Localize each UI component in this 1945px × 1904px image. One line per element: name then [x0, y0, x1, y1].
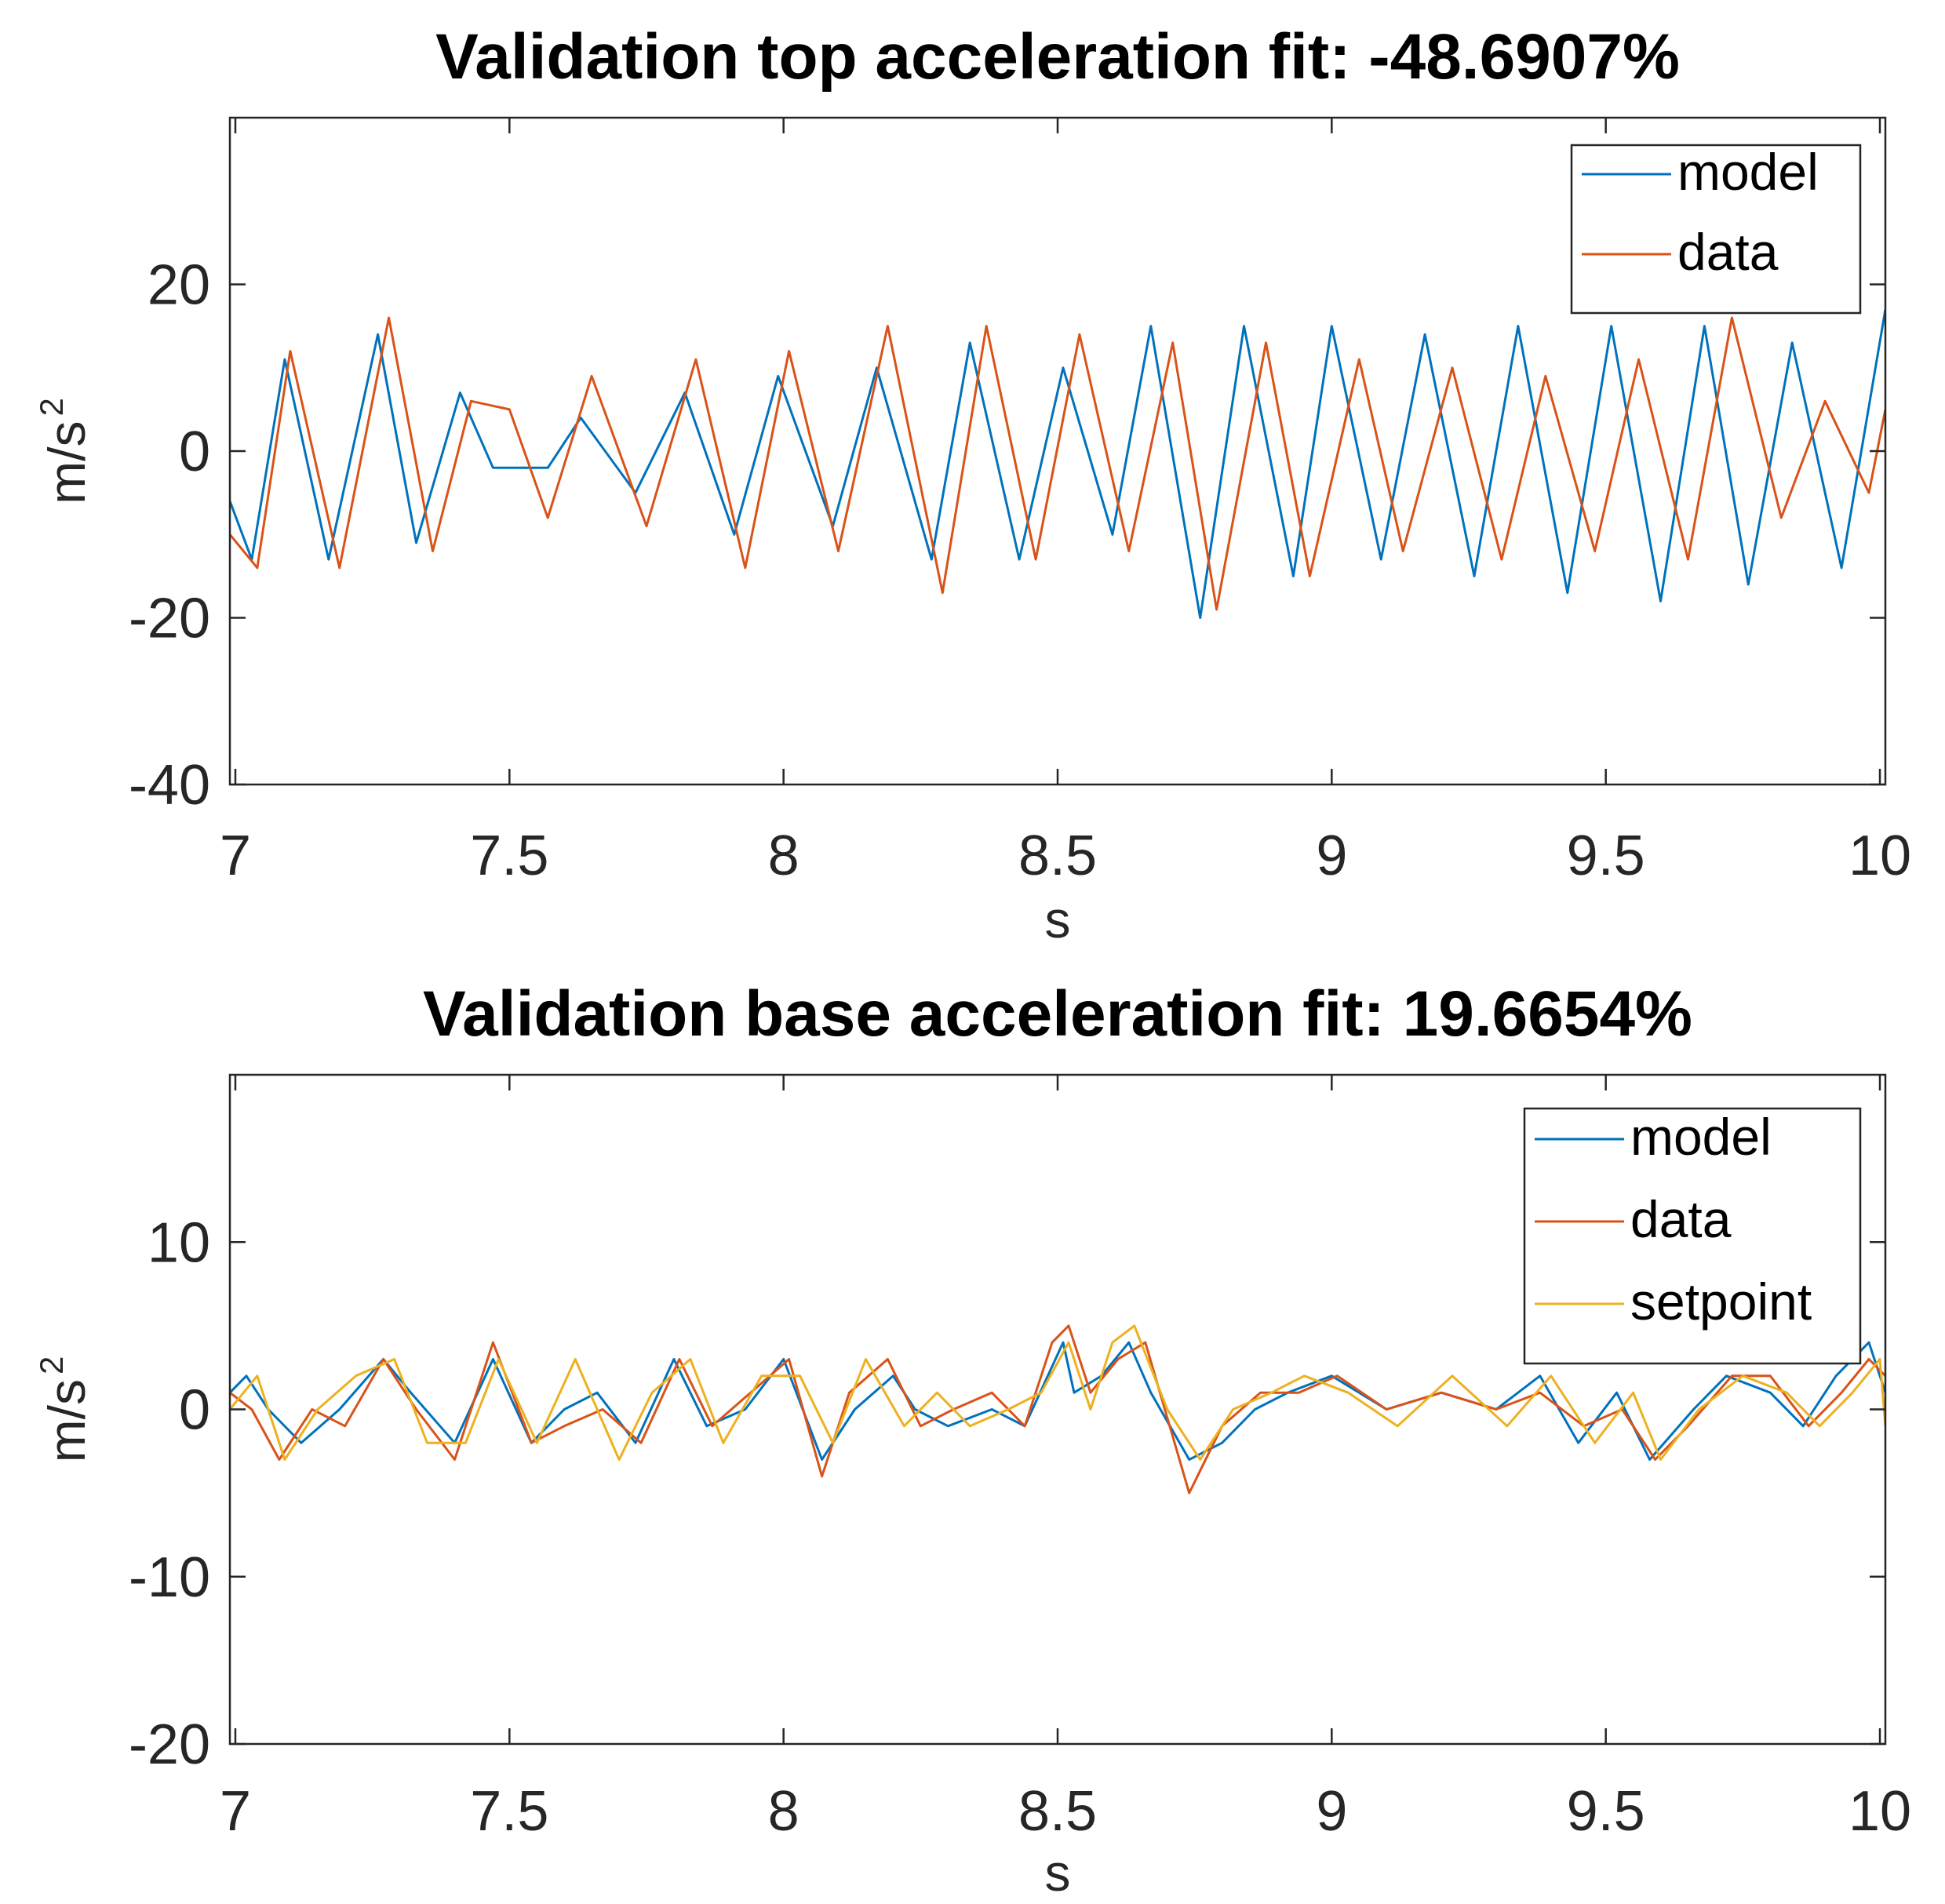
series-data-line	[230, 1324, 1885, 1494]
y-axis-label-base: m/s	[38, 421, 96, 504]
x-tick-label: 7	[220, 1780, 251, 1843]
y-axis-label: m/s 2	[33, 1356, 96, 1463]
x-tick-label: 7.5	[470, 825, 548, 887]
legend-label-model: model	[1677, 143, 1819, 201]
legend-label-setpoint: setpoint	[1630, 1272, 1812, 1331]
y-tick-label: 0	[179, 1379, 210, 1442]
x-tick-label: 9.5	[1567, 1780, 1645, 1843]
series-setpoint-line	[230, 1324, 1885, 1461]
x-tick-label: 9	[1316, 1780, 1347, 1843]
y-tick-label: 20	[148, 254, 210, 317]
series-model-line	[230, 309, 1885, 619]
legend-label-data: data	[1677, 223, 1779, 281]
y-tick-label: 10	[148, 1211, 210, 1274]
y-axis-label-superscript: 2	[33, 1356, 70, 1374]
y-axis-label: m/s 2	[33, 398, 96, 504]
y-tick-label: -20	[129, 1713, 210, 1776]
x-tick-label: 10	[1848, 825, 1911, 887]
x-tick-label: 8.5	[1018, 1780, 1097, 1843]
legend-label-model: model	[1630, 1108, 1772, 1166]
x-tick-label: 8.5	[1018, 825, 1097, 887]
plot-area	[230, 1324, 1885, 1494]
plot-area	[230, 309, 1885, 619]
y-tick-label: 0	[179, 420, 210, 483]
x-tick-label: 7	[220, 825, 251, 887]
chart-title: Validation top acceleration fit: -48.690…	[435, 21, 1680, 93]
x-tick-label: 8	[768, 825, 799, 887]
y-axis-label-superscript: 2	[33, 398, 70, 416]
y-tick-label: -10	[129, 1546, 210, 1609]
legend: model data	[1570, 143, 1862, 315]
x-axis-label: s	[1045, 890, 1071, 948]
chart-1: Validation top acceleration fit: -48.690…	[33, 21, 1911, 948]
series-model-line	[230, 1341, 1885, 1461]
legend-box	[1523, 1107, 1862, 1365]
chart-2: Validation base acceleration fit: 19.665…	[33, 978, 1911, 1902]
legend: model data setpoint	[1523, 1107, 1862, 1365]
y-axis-label-base: m/s	[38, 1379, 96, 1462]
x-tick-label: 9	[1316, 825, 1347, 887]
x-tick-label: 10	[1848, 1780, 1911, 1843]
x-axis-label: s	[1045, 1844, 1071, 1902]
x-tick-label: 8	[768, 1780, 799, 1843]
legend-label-data: data	[1630, 1190, 1732, 1248]
chart-title: Validation base acceleration fit: 19.665…	[423, 978, 1692, 1050]
series-data-line	[230, 316, 1885, 611]
x-tick-label: 7.5	[470, 1780, 548, 1843]
y-tick-label: -40	[129, 754, 210, 817]
x-tick-label: 9.5	[1567, 825, 1645, 887]
y-tick-label: -20	[129, 588, 210, 650]
